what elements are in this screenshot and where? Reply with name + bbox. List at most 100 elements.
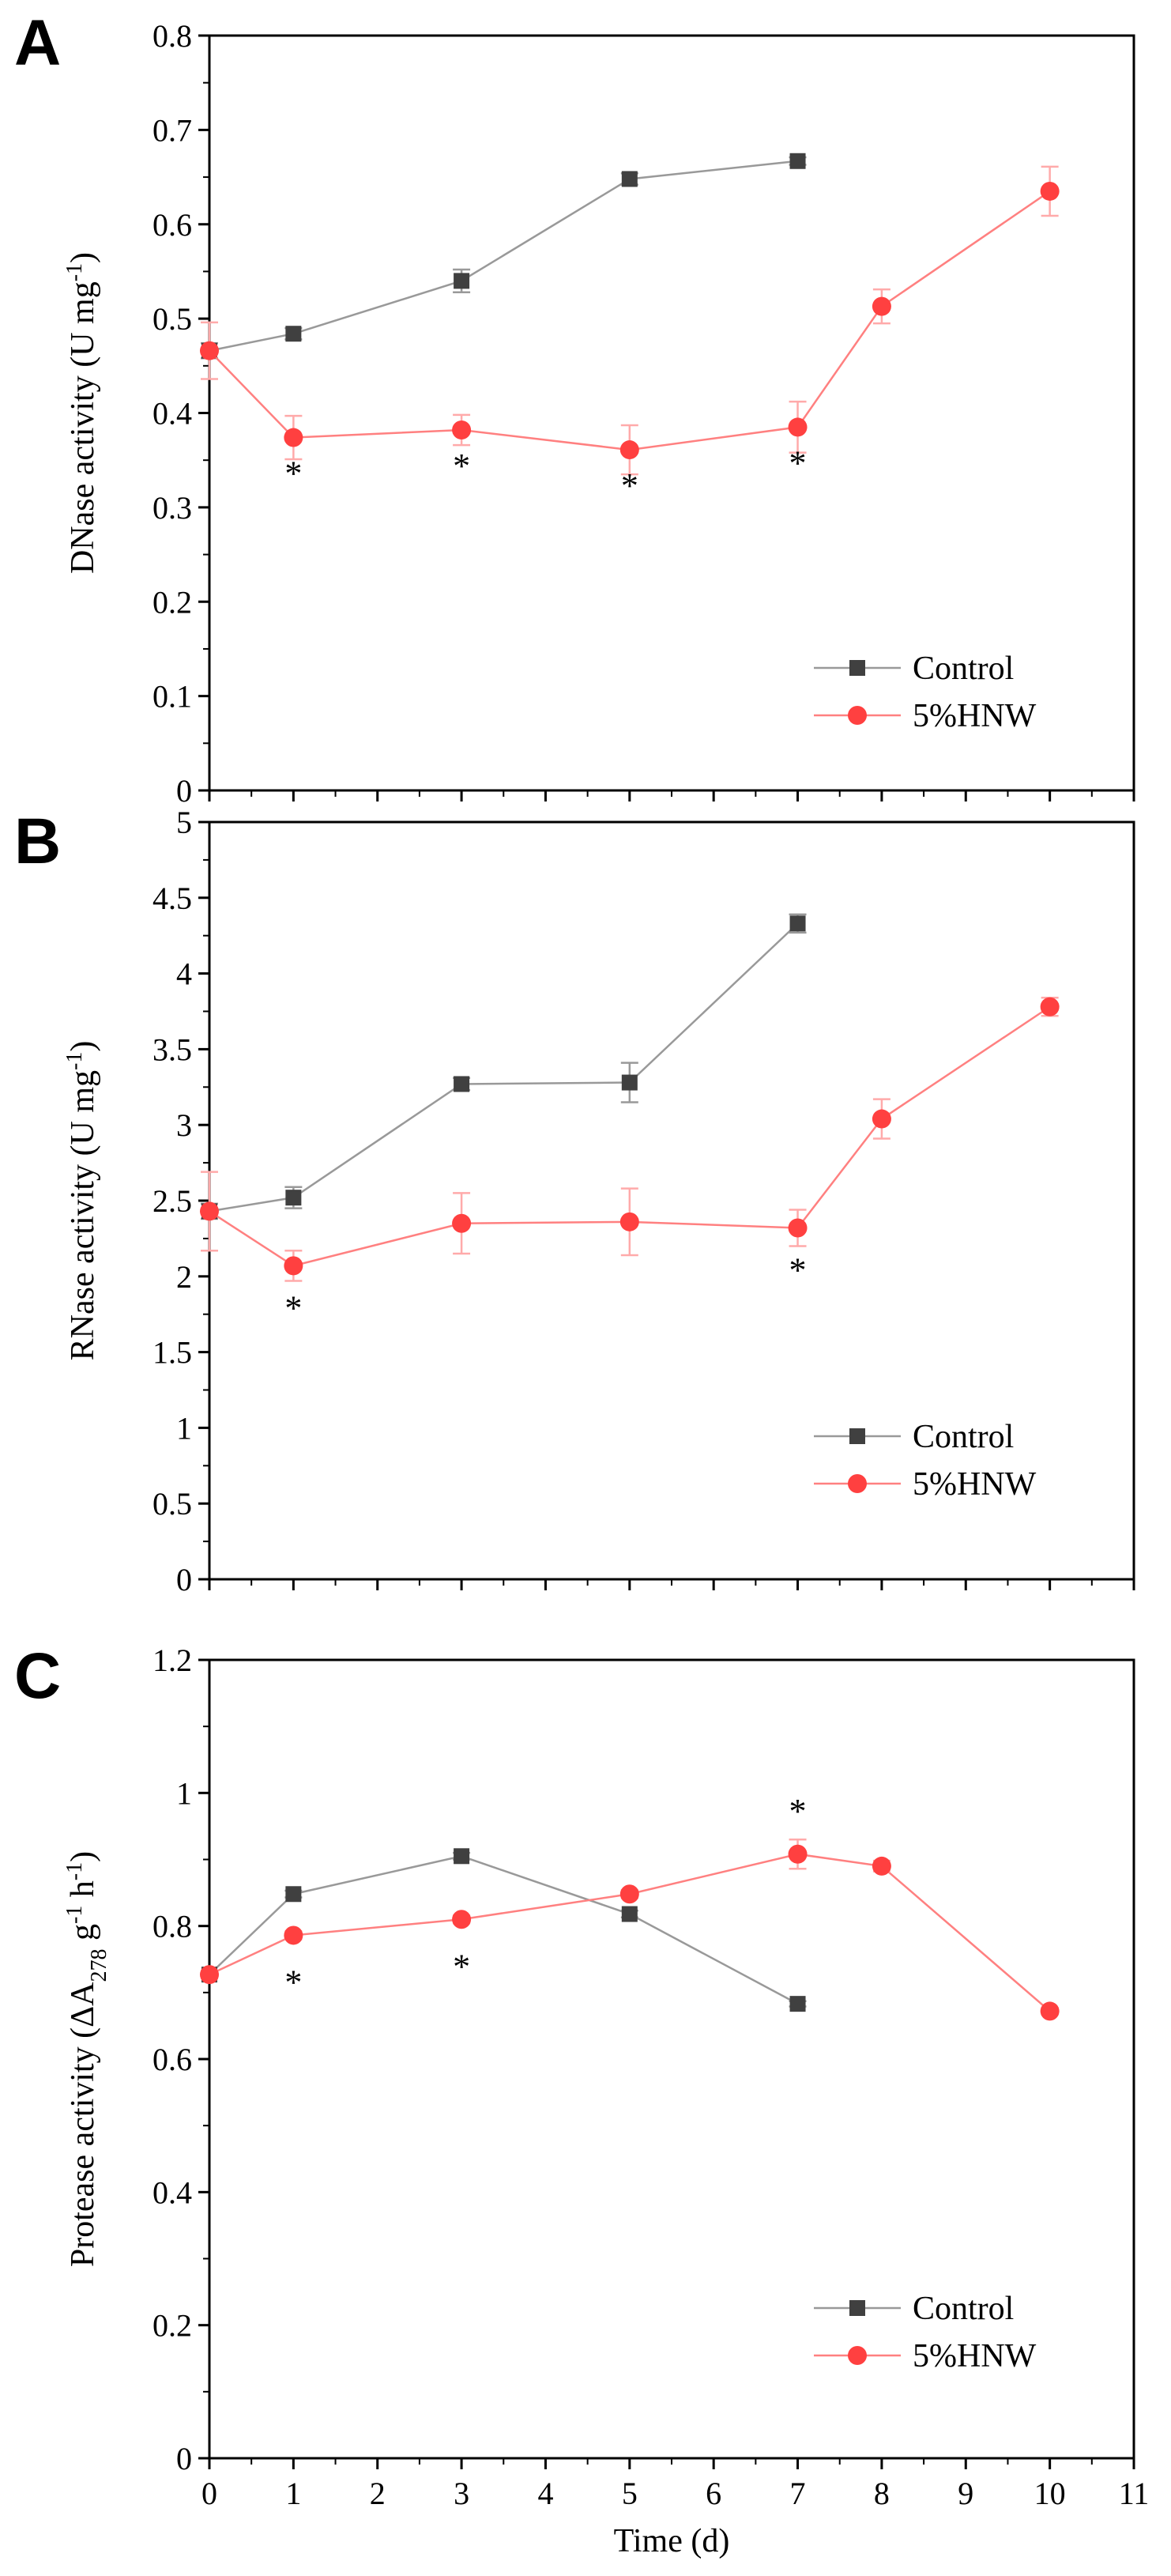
data-point	[454, 273, 470, 289]
data-point	[621, 1074, 638, 1091]
series-control	[201, 153, 807, 360]
legend-marker	[849, 1428, 865, 1444]
x-tick-label: 11	[1119, 2476, 1150, 2511]
panel-c-chart: C 0 0.2 0.4 0.6 0.8 1 1.2 0 1 2 3 4 5 6 7 8 9 10 11 Protease…	[14, 1640, 1149, 2511]
legend-item-hnw: 5%HNW	[814, 698, 1037, 734]
y-tick-label: 0.1	[152, 679, 192, 715]
y-tick-label: 5	[176, 805, 192, 840]
legend-item-hnw: 5%HNW	[814, 2338, 1037, 2374]
x-tick-label: 1	[285, 2476, 301, 2511]
y-tick-label: 1	[176, 1410, 192, 1446]
legend-item-control: Control	[814, 651, 1014, 687]
x-axis-title: Time (d)	[614, 2523, 730, 2559]
data-point	[872, 296, 891, 316]
y-tick-label: 0.5	[152, 301, 192, 337]
y-tick-label: 0.4	[152, 396, 192, 432]
data-point	[619, 1212, 639, 1231]
data-point	[285, 326, 302, 342]
series-line	[209, 1853, 1051, 2012]
data-point	[285, 1190, 302, 1206]
y-tick-label: 0	[176, 2441, 192, 2476]
data-point	[788, 417, 808, 437]
series-control	[201, 1848, 807, 2012]
legend-label: Control	[913, 1419, 1014, 1455]
y-tick-label: 0.8	[152, 18, 192, 54]
y-axis-title: RNase activity (U mg-1)	[62, 1041, 102, 1361]
y-tick-label: 2.5	[152, 1183, 192, 1219]
x-tick-label: 9	[958, 2476, 973, 2511]
legend-label: 5%HNW	[913, 2338, 1037, 2374]
y-tick-label: 0.8	[152, 1909, 192, 1944]
data-point	[788, 1218, 808, 1238]
x-tick-label: 8	[874, 2476, 890, 2511]
data-point	[1040, 997, 1060, 1016]
data-point	[619, 440, 639, 460]
y-tick-label: 0.3	[152, 490, 192, 526]
data-point	[452, 1910, 472, 1929]
panel-a-chart: A 0 0.1 0.2 0.3 0.4 0.5 0.6 0.7 0.8 DNase activity…	[14, 7, 1135, 809]
data-point	[1040, 2001, 1060, 2021]
legend-item-hnw: 5%HNW	[814, 1466, 1037, 1503]
data-point	[872, 1856, 891, 1876]
data-point	[872, 1109, 891, 1129]
x-tick-label: 2	[370, 2476, 386, 2511]
significance-marker: *	[621, 466, 638, 505]
data-point	[285, 1886, 302, 1903]
series-hnw	[200, 1839, 1060, 2021]
data-point	[200, 341, 219, 360]
data-point	[621, 1906, 638, 1922]
y-tick-label: 1.2	[152, 1643, 192, 1678]
significance-marker: *	[453, 447, 470, 485]
series-hnw	[200, 165, 1060, 476]
data-point	[621, 171, 638, 187]
y-tick-label: 0.2	[152, 584, 192, 620]
series-line	[209, 160, 798, 352]
y-axis-title: DNase activity (U mg-1)	[62, 252, 102, 574]
series-line	[209, 922, 799, 1213]
data-point	[454, 1848, 470, 1865]
panel-letter: A	[14, 7, 61, 79]
data-point	[789, 1996, 806, 2012]
y-axis-title: Protease activity (ΔA278 g-1 h-1)	[62, 1851, 111, 2267]
y-tick-label: 0.2	[152, 2308, 192, 2344]
data-point	[284, 1256, 303, 1276]
series-hnw	[200, 997, 1060, 1282]
data-point	[1040, 181, 1060, 201]
legend-label: Control	[913, 651, 1014, 687]
data-point	[619, 1884, 639, 1904]
series-control	[201, 913, 807, 1220]
data-point	[789, 153, 806, 169]
y-tick-label: 0	[176, 1562, 192, 1597]
y-tick-label: 0.4	[152, 2174, 192, 2210]
legend-marker	[848, 2346, 867, 2365]
significance-marker: *	[284, 1963, 302, 2001]
data-point	[284, 1925, 303, 1945]
data-point	[789, 915, 806, 932]
significance-marker: *	[284, 454, 302, 493]
y-tick-label: 0.7	[152, 112, 192, 148]
legend-marker	[848, 1474, 867, 1493]
x-tick-label: 6	[706, 2476, 721, 2511]
y-tick-label: 0.6	[152, 207, 192, 243]
panel-letter: C	[14, 1640, 61, 1712]
x-tick-label: 4	[537, 2476, 553, 2511]
significance-marker: *	[789, 1792, 807, 1831]
y-tick-label: 3	[176, 1107, 192, 1143]
x-tick-label: 0	[201, 2476, 217, 2511]
legend-label: 5%HNW	[913, 698, 1037, 734]
y-tick-label: 0.5	[152, 1486, 192, 1522]
legend-marker	[849, 660, 865, 676]
legend-label: 5%HNW	[913, 1466, 1037, 1503]
x-tick-label: 3	[454, 2476, 469, 2511]
legend-item-control: Control	[814, 1419, 1014, 1455]
x-tick-label: 5	[622, 2476, 638, 2511]
y-tick-label: 1	[176, 1775, 192, 1811]
legend-label: Control	[913, 2291, 1014, 2327]
significance-marker: *	[789, 1250, 807, 1289]
y-tick-label: 4.5	[152, 881, 192, 916]
legend-marker	[849, 2300, 865, 2316]
panel-letter: B	[14, 805, 61, 877]
y-tick-label: 1.5	[152, 1335, 192, 1371]
y-tick-label: 2	[176, 1259, 192, 1295]
